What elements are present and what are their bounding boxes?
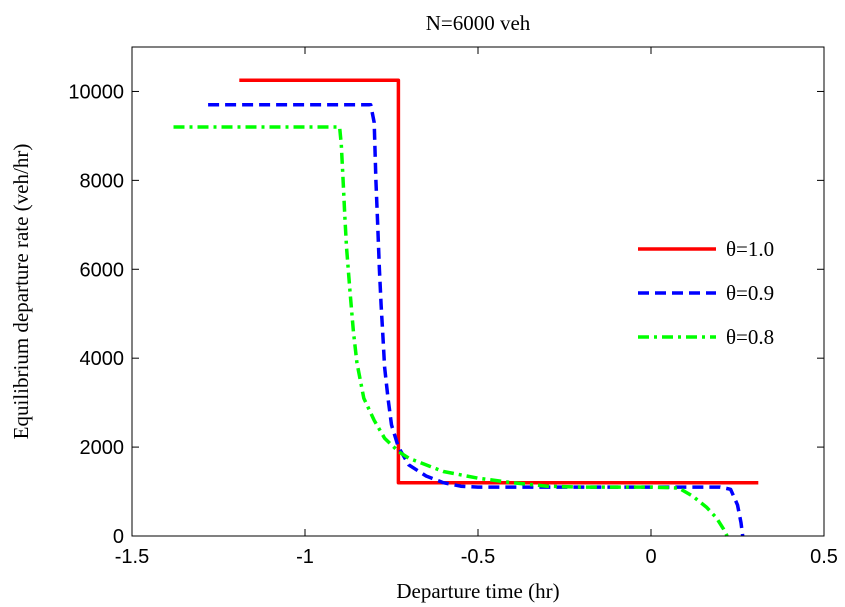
x-tick-label: -1.5 — [115, 546, 149, 568]
y-tick-label: 10000 — [68, 81, 124, 103]
chart-title: N=6000 veh — [426, 11, 531, 35]
x-tick-label: -0.5 — [461, 546, 495, 568]
legend-label-0: θ=1.0 — [726, 237, 774, 261]
y-tick-label: 2000 — [80, 437, 125, 459]
legend-label-1: θ=0.9 — [726, 281, 774, 305]
x-tick-label: 0 — [645, 546, 656, 568]
legend: θ=1.0 θ=0.9 θ=0.8 — [638, 237, 774, 349]
legend-label-2: θ=0.8 — [726, 325, 774, 349]
series-line-2 — [173, 125, 729, 537]
y-tick-label: 6000 — [80, 259, 125, 281]
y-tick-label: 0 — [113, 526, 124, 548]
y-tick-label: 8000 — [80, 170, 125, 192]
y-tick-label: 4000 — [80, 348, 125, 370]
x-axis-label: Departure time (hr) — [396, 579, 559, 603]
plot-frame — [131, 46, 825, 537]
axis-ticks: -1.5 -1 -0.5 0 0.5 0 2000 4000 6000 8000 10000 — [68, 47, 838, 568]
series-line-1 — [208, 103, 745, 537]
x-tick-label: -1 — [296, 546, 314, 568]
x-tick-label: 0.5 — [810, 546, 838, 568]
plot-lines — [173, 78, 759, 537]
y-axis-label: Equilibrium departure rate (veh/hr) — [9, 144, 33, 440]
series-line-0 — [239, 78, 759, 485]
